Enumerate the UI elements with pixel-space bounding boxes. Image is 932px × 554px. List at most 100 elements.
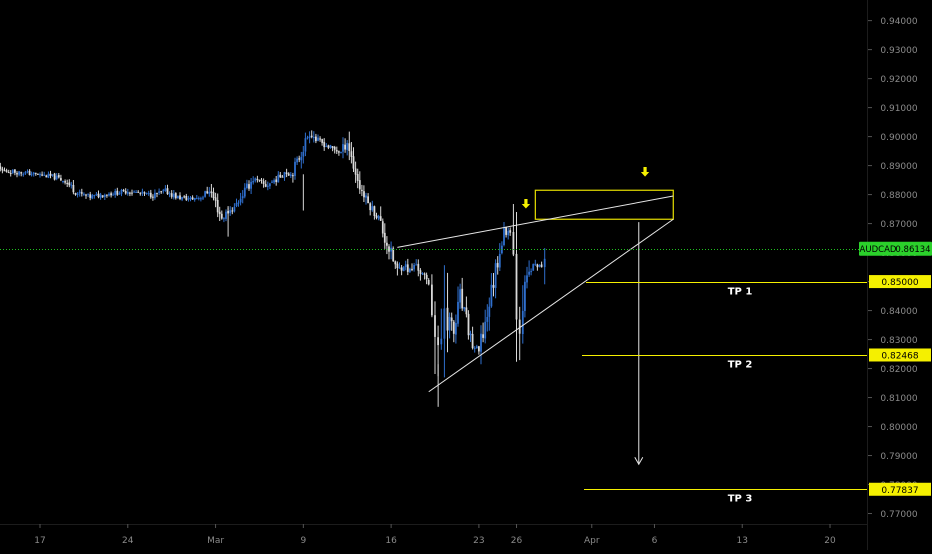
candle-body (214, 197, 217, 201)
candle-body (164, 188, 167, 191)
price-tick-label: 0.93000 (880, 46, 917, 56)
lower-trendline[interactable] (428, 218, 674, 393)
candle-body (216, 200, 219, 213)
candle-body (538, 265, 541, 267)
candle-body (101, 195, 104, 197)
candle-body (302, 151, 305, 157)
candle-body (49, 173, 52, 176)
candle-body (354, 168, 357, 175)
candle-body (243, 187, 246, 197)
time-tick-label: 6 (652, 536, 658, 546)
candle-body (202, 197, 204, 199)
candle-body (106, 194, 108, 196)
price-tick-label: 0.89000 (880, 162, 917, 172)
candle-body (254, 178, 257, 181)
candle-body (47, 173, 50, 178)
candle-body (103, 194, 106, 197)
candle-body (417, 263, 420, 271)
drawings[interactable]: TP 1 TP 2 TP 3 (397, 167, 868, 505)
candle-body (208, 191, 211, 194)
candle-body (406, 264, 409, 272)
candle-body (45, 175, 48, 178)
candle-body (170, 193, 173, 197)
candle-body (346, 143, 349, 150)
candle-body (437, 337, 439, 346)
price-tick-label: 0.82000 (880, 365, 917, 375)
resistance-zone-box[interactable] (534, 189, 674, 220)
candle-body (296, 158, 298, 163)
candle-body (484, 321, 487, 339)
candle-body (162, 190, 165, 192)
candle-body (122, 189, 125, 191)
candle-body (404, 264, 407, 268)
candle-body (467, 313, 470, 336)
candle-body (112, 194, 114, 196)
candle-body (373, 206, 376, 216)
candle-body (120, 189, 123, 194)
candle-body (521, 310, 524, 334)
candle-body (16, 173, 18, 175)
candle-body (475, 346, 478, 349)
candle-body (145, 192, 148, 194)
candle-body (515, 253, 518, 320)
candle-body (26, 171, 29, 173)
time-axis[interactable]: 17 24 Mar 9 16 23 26 Apr 6 13 20 (0, 524, 868, 546)
candle-body (87, 193, 89, 195)
candle-body (413, 265, 415, 270)
target-price-tag (869, 348, 931, 362)
candle-body (440, 338, 443, 345)
candle-body (78, 191, 81, 194)
candle-body (0, 166, 2, 169)
candle-body (317, 137, 319, 141)
candle-body (177, 195, 179, 199)
candle-body (166, 188, 169, 195)
price-axis[interactable]: 0.94000 0.93000 0.92000 0.91000 0.90000 0.890… (859, 0, 932, 550)
candle-body (356, 174, 359, 181)
price-tick-label: 0.83000 (880, 336, 917, 346)
candle-body (277, 174, 280, 183)
candle-body (281, 176, 284, 178)
candle-body (7, 172, 10, 173)
candle-body (93, 194, 96, 197)
candle-body (246, 183, 248, 188)
candle-body (536, 264, 539, 268)
upper-trendline[interactable] (397, 195, 674, 248)
candle-body (465, 307, 468, 315)
candle-body (66, 183, 69, 184)
candle-body (461, 288, 464, 309)
candle-body (262, 181, 265, 184)
candle-body (528, 271, 530, 275)
candle-body (298, 158, 301, 160)
candle-body (386, 242, 388, 246)
candle-body (294, 161, 296, 176)
candle-body (452, 321, 455, 334)
candle-body (434, 315, 436, 337)
candle-body (325, 146, 328, 148)
candle-body (212, 192, 215, 199)
target-price-tag-label: 0.85000 (881, 278, 918, 288)
projection-arrow-head-icon (634, 456, 644, 466)
candle-body (218, 211, 221, 215)
candle-body (321, 139, 324, 143)
candle-body (369, 203, 372, 211)
candle-body (191, 197, 194, 200)
candle-body (193, 198, 196, 200)
candle-body (76, 193, 79, 195)
candle-body (388, 246, 390, 252)
candle-body (9, 173, 12, 174)
candle-body (427, 280, 430, 285)
time-tick-label: Apr (584, 536, 600, 546)
time-tick-label: 20 (824, 536, 836, 546)
symbol-price-tag[interactable] (859, 241, 932, 256)
candle-body (371, 206, 374, 211)
candle-body (57, 175, 60, 178)
candle-body (306, 137, 309, 139)
candle-body (540, 264, 543, 268)
candle-body (34, 172, 37, 174)
time-tick-label: 26 (511, 536, 523, 546)
candle-body (363, 191, 365, 198)
candle-body (235, 203, 238, 207)
target-price-tag-label: 0.77837 (881, 486, 918, 496)
symbol-name-label: AUDCAD (860, 245, 897, 255)
